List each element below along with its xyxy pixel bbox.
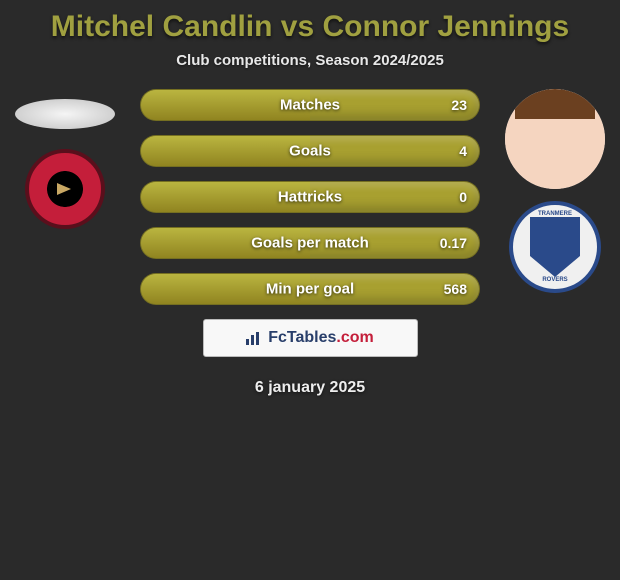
stat-label: Hattricks <box>278 189 342 206</box>
stat-label: Min per goal <box>266 281 354 298</box>
tranmere-top-text: TRANMERE <box>538 211 572 217</box>
page-title: Mitchel Candlin vs Connor Jennings <box>51 10 569 43</box>
stat-label: Matches <box>280 97 340 114</box>
stat-right-value: 4 <box>459 143 467 159</box>
stat-right-value: 0.17 <box>440 235 467 251</box>
walsall-swift-icon <box>57 183 71 195</box>
stat-bar-matches: Matches 23 <box>140 89 480 121</box>
stat-bar-goals: Goals 4 <box>140 135 480 167</box>
brand-box[interactable]: FcTables.com <box>203 319 418 357</box>
page-subtitle: Club competitions, Season 2024/2025 <box>0 52 620 89</box>
stat-label: Goals <box>289 143 331 160</box>
stat-bar-goals-per-match: Goals per match 0.17 <box>140 227 480 259</box>
stat-fill <box>141 136 310 166</box>
player-right-avatar <box>505 89 605 189</box>
hair-icon <box>515 89 595 119</box>
date-text: 6 january 2025 <box>140 379 480 397</box>
brand-suffix: .com <box>336 329 373 346</box>
player-left-avatar <box>15 99 115 129</box>
tranmere-bottom-text: ROVERS <box>542 277 567 283</box>
face-icon <box>505 89 605 189</box>
player-right-column: TRANMERE ROVERS <box>500 89 610 293</box>
player-left-column <box>10 89 120 229</box>
stat-bar-hattricks: Hattricks 0 <box>140 181 480 213</box>
stat-right-value: 23 <box>451 97 467 113</box>
club-badge-right: TRANMERE ROVERS <box>509 201 601 293</box>
comparison-content: TRANMERE ROVERS Matches 23 Goals 4 Hattr… <box>0 89 620 397</box>
stat-right-value: 0 <box>459 189 467 205</box>
brand-text: FcTables.com <box>268 329 374 347</box>
chart-icon <box>246 331 264 345</box>
page-title-container: Mitchel Candlin vs Connor Jennings <box>0 0 620 52</box>
brand-name: FcTables <box>268 329 336 346</box>
stats-column: Matches 23 Goals 4 Hattricks 0 Goals per… <box>140 89 480 397</box>
stat-label: Goals per match <box>251 235 369 252</box>
club-badge-left <box>25 149 105 229</box>
stat-bar-min-per-goal: Min per goal 568 <box>140 273 480 305</box>
stat-right-value: 568 <box>444 281 467 297</box>
walsall-inner-icon <box>47 171 83 207</box>
tranmere-shield-icon <box>530 217 580 277</box>
